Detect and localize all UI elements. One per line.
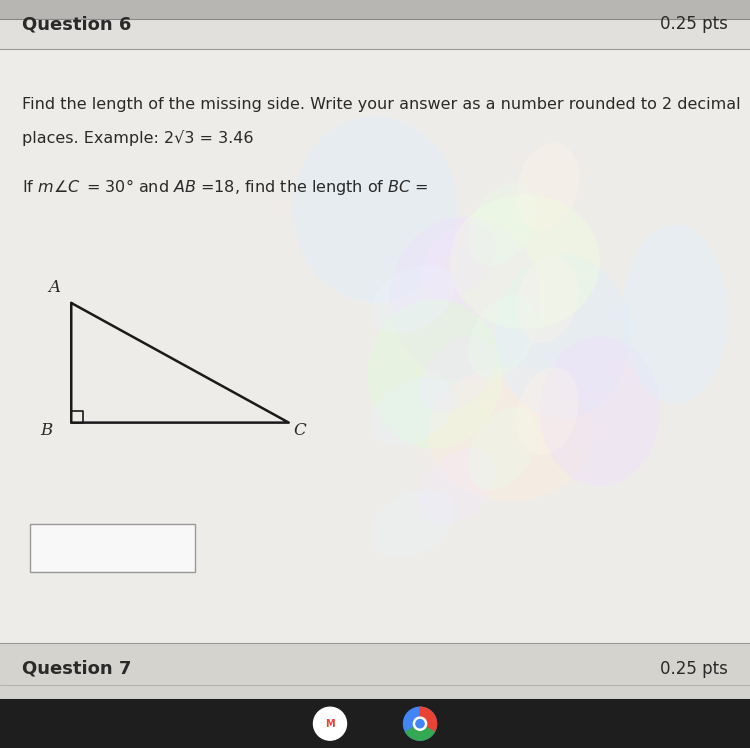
Ellipse shape xyxy=(468,407,537,491)
Circle shape xyxy=(404,708,436,741)
Ellipse shape xyxy=(450,194,600,329)
Text: A: A xyxy=(48,280,60,296)
Bar xyxy=(0,699,750,748)
Ellipse shape xyxy=(370,377,454,446)
Text: 0.25 pts: 0.25 pts xyxy=(660,15,728,34)
Ellipse shape xyxy=(419,336,496,412)
Ellipse shape xyxy=(419,448,496,524)
Text: Question 6: Question 6 xyxy=(22,15,132,34)
Ellipse shape xyxy=(427,367,592,501)
Ellipse shape xyxy=(516,143,579,231)
Bar xyxy=(0,0,750,49)
Circle shape xyxy=(413,717,427,730)
Ellipse shape xyxy=(368,299,502,449)
Text: M: M xyxy=(326,719,334,729)
Text: 0.25 pts: 0.25 pts xyxy=(660,660,728,678)
Text: B: B xyxy=(40,422,53,438)
Ellipse shape xyxy=(516,367,579,456)
Bar xyxy=(0,643,750,699)
Wedge shape xyxy=(420,708,436,732)
Ellipse shape xyxy=(390,217,540,381)
Ellipse shape xyxy=(540,337,660,486)
Text: If $m\angle C\,$ = 30° and $AB$ =18, find the length of $BC$ =: If $m\angle C\,$ = 30° and $AB$ =18, fin… xyxy=(22,177,429,197)
Bar xyxy=(0,49,750,643)
Ellipse shape xyxy=(292,116,458,303)
Text: Question 7: Question 7 xyxy=(22,660,132,678)
Ellipse shape xyxy=(495,254,630,419)
Wedge shape xyxy=(406,724,434,741)
Ellipse shape xyxy=(419,224,496,300)
Bar xyxy=(30,524,195,572)
Bar xyxy=(0,0,750,49)
Ellipse shape xyxy=(370,265,454,334)
Circle shape xyxy=(416,720,424,728)
Ellipse shape xyxy=(468,295,537,378)
Text: Find the length of the missing side. Write your answer as a number rounded to 2 : Find the length of the missing side. Wri… xyxy=(22,97,741,112)
Bar xyxy=(0,0,750,19)
Circle shape xyxy=(314,708,346,741)
Ellipse shape xyxy=(622,224,728,404)
Ellipse shape xyxy=(516,255,579,343)
Ellipse shape xyxy=(370,489,454,558)
Ellipse shape xyxy=(468,183,537,266)
Text: C: C xyxy=(294,422,306,438)
Text: places. Example: 2√3 = 3.46: places. Example: 2√3 = 3.46 xyxy=(22,130,254,147)
